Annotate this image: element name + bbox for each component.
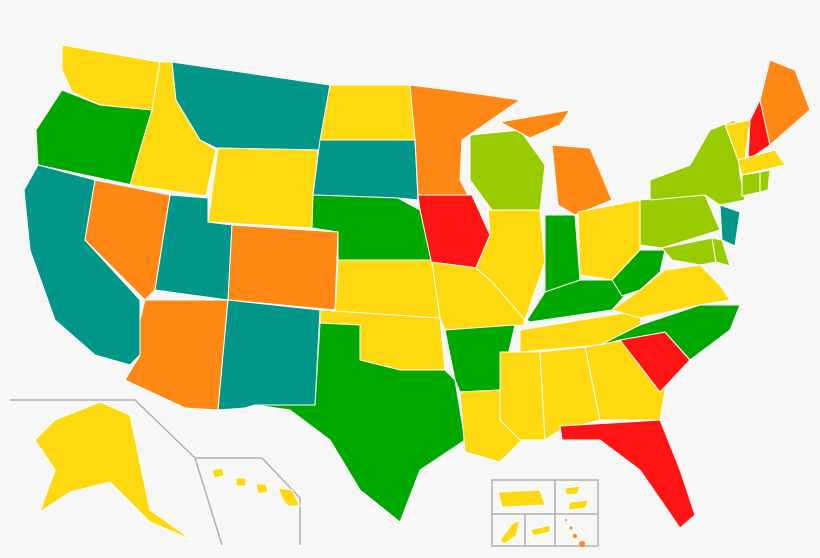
state-shape [254,322,466,523]
state-shape [599,304,741,361]
state-wv [611,249,666,297]
state-ri [759,169,771,193]
state-tx [254,322,466,523]
state-hi [211,467,301,507]
state-nm [217,299,321,411]
state-gu [499,519,521,545]
state-pr [497,489,546,508]
state-ms [499,351,546,441]
state-shape [34,401,193,541]
state-ks [334,259,441,319]
state-ak [34,401,193,541]
state-md [661,237,717,266]
island-shape [565,519,567,521]
state-co [227,224,339,311]
state-ct [741,171,761,197]
state-shape [564,485,581,496]
state-shape [124,299,229,411]
state-ga [584,339,666,421]
state-shape [499,519,521,545]
state-shape [551,144,613,216]
state-shape [711,237,731,267]
state-shape [475,209,546,321]
state-shape [211,467,225,479]
island-shape [579,541,585,547]
state-shape [611,264,731,319]
state-shape [235,477,247,487]
state-shape [661,237,717,266]
state-as [565,519,585,547]
state-de [711,237,731,267]
state-shape [737,149,786,176]
state-shape [759,59,811,146]
state-me [759,59,811,146]
inset-dividers [10,399,599,547]
state-shape [741,171,761,197]
state-shape [611,249,666,297]
state-ma [737,149,786,176]
state-shape [409,84,521,196]
state-shape [227,224,339,311]
state-vi [564,485,589,511]
state-nv [84,179,171,301]
state-shape [207,147,319,229]
state-wy [207,147,319,229]
state-shape [719,204,741,247]
state-va [611,264,731,319]
state-mn [409,84,521,196]
state-shape [559,419,696,529]
state-shape [759,169,771,193]
state-shape [312,139,419,201]
state-shape [319,84,416,141]
state-shape [497,489,546,508]
state-az [124,299,229,411]
state-shape [255,483,269,495]
state-mi [499,109,613,216]
state-in [544,214,581,293]
state-wi [469,129,546,211]
island-shape [573,534,577,538]
state-shape [334,259,441,319]
state-shape [469,129,546,211]
state-fl [559,419,696,529]
state-mp [529,524,551,537]
state-shape [544,214,581,293]
state-shape [499,351,546,441]
state-shape [567,499,589,511]
state-shape [217,299,321,411]
state-shape [529,524,551,537]
island-shape [569,526,573,530]
state-il [475,209,546,321]
state-shape [584,339,666,421]
state-sd [312,139,419,201]
state-nd [319,84,416,141]
state-shape [277,487,301,507]
state-shape [499,109,571,139]
state-nj [719,204,741,247]
state-shape [84,179,171,301]
state-nc [599,304,741,361]
